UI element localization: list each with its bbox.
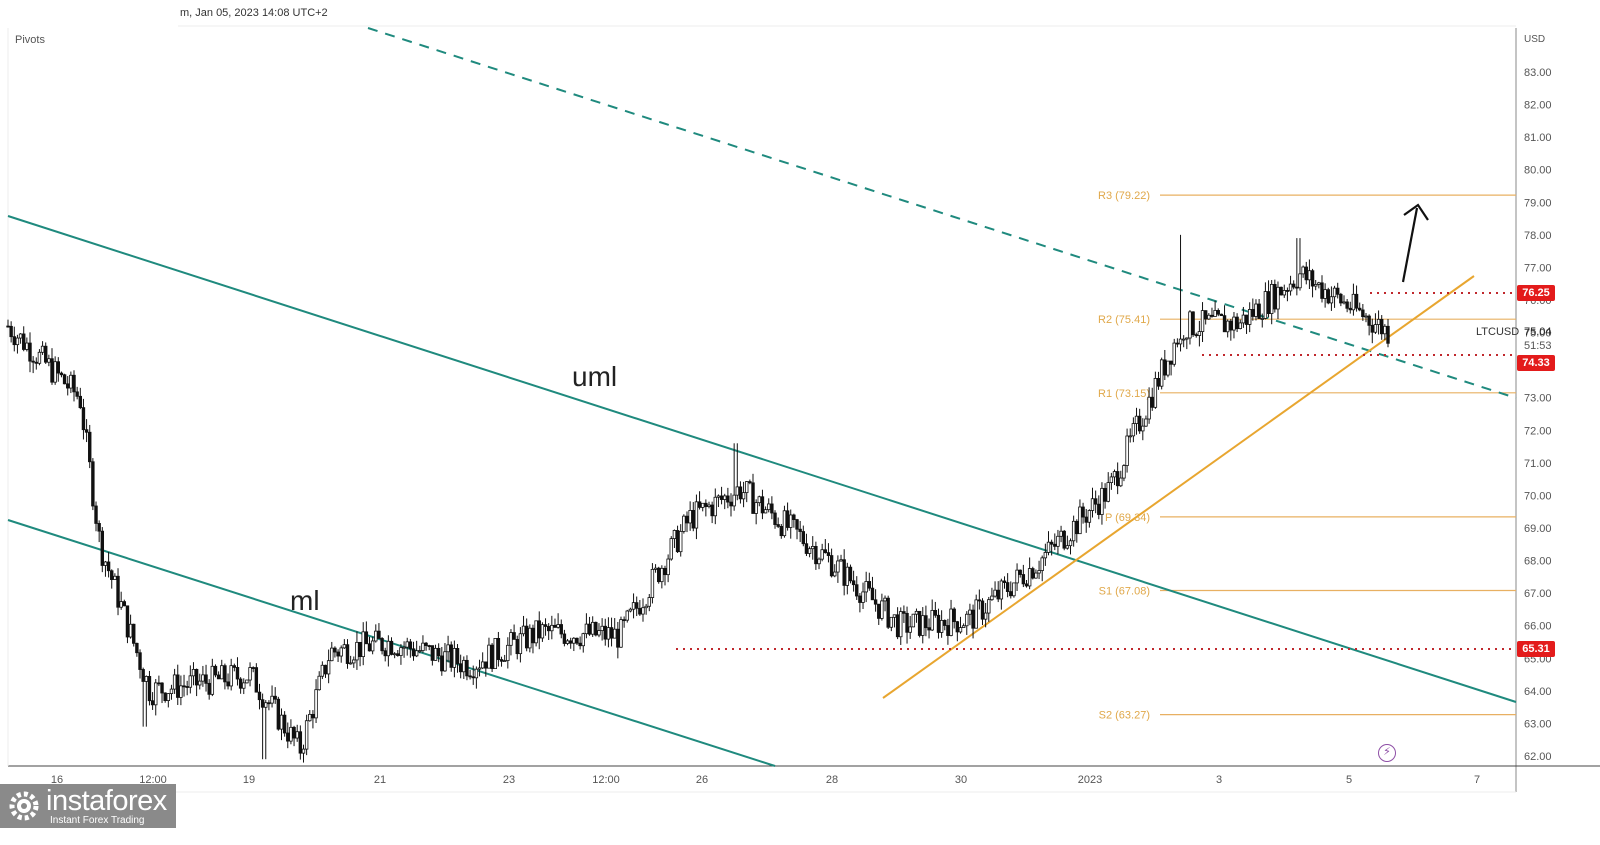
price-tick: 67.00 <box>1524 588 1552 600</box>
gear-logo-icon <box>9 791 39 821</box>
dashed-channel-line[interactable] <box>367 27 1517 399</box>
pivot-lines: R3 (79.22) R2 (75.41) R1 (73.15) P (69.34) S… <box>1098 190 1516 722</box>
pivot-label-s2: S2 (63.27) <box>1099 710 1150 722</box>
price-tick: 62.00 <box>1524 751 1552 763</box>
pivot-label-p: P (69.34) <box>1105 512 1150 524</box>
price-tag-76-25: 76.25 <box>1517 285 1555 301</box>
time-tick: 2023 <box>1078 774 1102 786</box>
time-tick: 12:00 <box>592 774 620 786</box>
datetime-header: m, Jan 05, 2023 14:08 UTC+2 <box>176 7 332 19</box>
last-price: 75.04 <box>1524 326 1552 338</box>
price-tick: 75.00 <box>1524 328 1552 340</box>
logo-tagline: Instant Forex Trading <box>50 814 145 826</box>
time-tick: 26 <box>696 774 708 786</box>
price-tag-74-33: 74.33 <box>1517 355 1555 371</box>
pivot-label-r1: R1 (73.15) <box>1098 388 1150 400</box>
price-tick: 78.00 <box>1524 230 1552 242</box>
price-axis-ticks: 83.0082.0081.0080.0079.0078.0077.0076.00… <box>1524 67 1552 763</box>
price-tick: 72.00 <box>1524 425 1552 437</box>
candlesticks <box>6 234 1390 763</box>
price-tick: 66.00 <box>1524 621 1552 633</box>
symbol-label: LTCUSD <box>1476 326 1520 338</box>
indicator-label[interactable]: Pivots <box>15 34 45 46</box>
time-tick: 5 <box>1346 774 1352 786</box>
price-tick: 77.00 <box>1524 262 1552 274</box>
time-tick: 19 <box>243 774 255 786</box>
price-tick: 79.00 <box>1524 197 1552 209</box>
price-tick: 82.00 <box>1524 100 1552 112</box>
currency-label: USD <box>1524 34 1546 45</box>
price-tick: 68.00 <box>1524 556 1552 568</box>
uml-label: uml <box>572 361 617 392</box>
price-tag-65-31: 65.31 <box>1517 641 1555 657</box>
price-tick: 81.00 <box>1524 132 1552 144</box>
ml-label: ml <box>290 585 320 616</box>
uml-trendline[interactable] <box>7 215 1517 703</box>
time-tick: 16 <box>51 774 63 786</box>
time-tick: 7 <box>1474 774 1480 786</box>
time-tick: 23 <box>503 774 515 786</box>
instaforex-logo: instaforex Instant Forex Trading <box>0 784 176 828</box>
price-tick: 73.00 <box>1524 393 1552 405</box>
bar-countdown: 51:53 <box>1524 340 1552 352</box>
price-tick: 69.00 <box>1524 523 1552 535</box>
pivot-label-r2: R2 (75.41) <box>1098 314 1150 326</box>
price-tick: 64.00 <box>1524 686 1552 698</box>
price-tick: 63.00 <box>1524 718 1552 730</box>
time-tick: 28 <box>826 774 838 786</box>
price-tick: 70.00 <box>1524 490 1552 502</box>
ascending-support-line[interactable] <box>882 275 1475 699</box>
time-tick: 12:00 <box>139 774 167 786</box>
time-axis-ticks: 16 12:00 19 21 23 12:00 26 28 30 2023 3 5 7 <box>51 774 1480 786</box>
channel-lines <box>7 27 1517 767</box>
price-tick: 83.00 <box>1524 67 1552 79</box>
time-tick: 3 <box>1216 774 1222 786</box>
up-arrow-annotation[interactable] <box>1401 203 1429 283</box>
lightning-icon[interactable]: ⚡︎ <box>1378 744 1396 762</box>
logo-name: instaforex <box>46 784 167 817</box>
price-tick: 80.00 <box>1524 165 1552 177</box>
pivot-label-s1: S1 (67.08) <box>1099 586 1150 598</box>
pivot-label-r3: R3 (79.22) <box>1098 190 1150 202</box>
time-tick: 30 <box>955 774 967 786</box>
price-tick: 71.00 <box>1524 458 1552 470</box>
time-tick: 21 <box>374 774 386 786</box>
